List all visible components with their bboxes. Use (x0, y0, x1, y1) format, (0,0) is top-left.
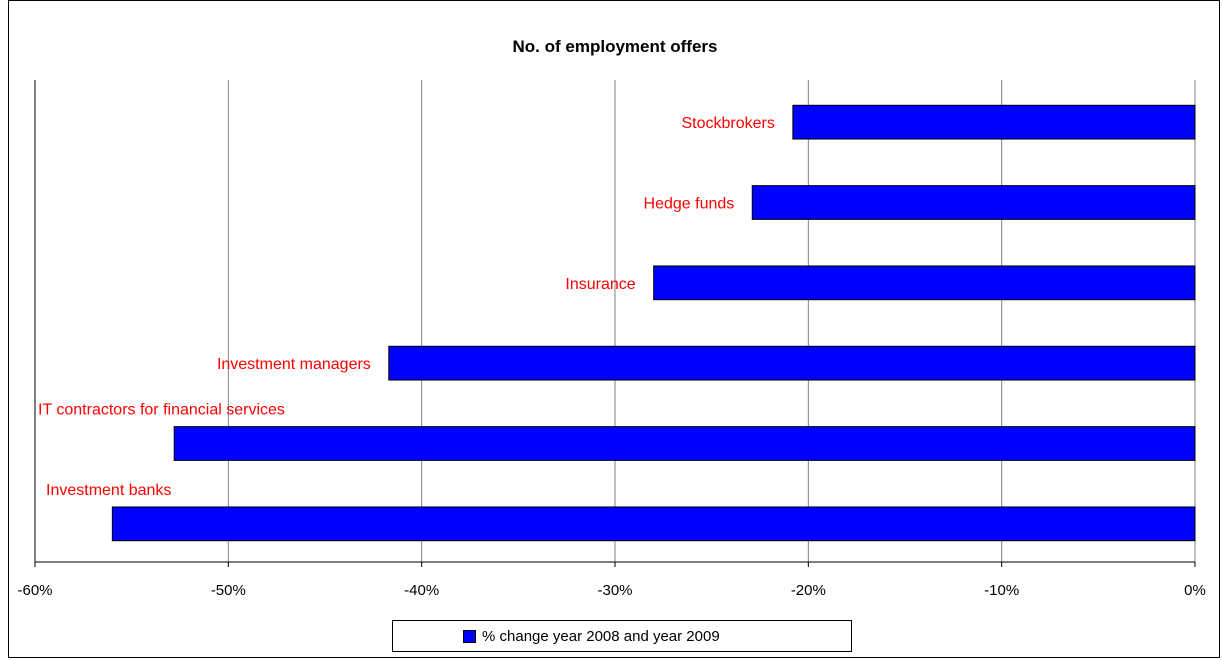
category-labels: Stockbrokers Hedge funds Insurance Investme… (38, 115, 775, 499)
x-tick-label: -20% (791, 582, 826, 599)
x-tick-label: -30% (597, 582, 632, 599)
chart-title: No. of employment offers (513, 37, 718, 56)
category-label: Investment managers (217, 356, 371, 373)
bar (388, 345, 1196, 381)
category-label: IT contractors for financial services (38, 402, 285, 419)
gridlines (227, 80, 1196, 562)
legend-swatch (463, 629, 476, 643)
bar (111, 506, 1196, 542)
bars (111, 104, 1196, 542)
category-label: Hedge funds (644, 196, 735, 213)
bar (792, 104, 1196, 140)
bar (653, 265, 1196, 301)
legend: % change year 2008 and year 2009 (392, 620, 852, 652)
x-tick-label: -50% (211, 582, 246, 599)
x-axis: -60% -50% -40% -30% -20% -10% 0% (17, 80, 1206, 599)
legend-label: % change year 2008 and year 2009 (482, 627, 720, 645)
x-tick-label: 0% (1184, 582, 1206, 599)
x-tick-label: -40% (404, 582, 439, 599)
bar (173, 426, 1196, 461)
x-tick-label: -10% (984, 582, 1019, 599)
bar (751, 185, 1196, 220)
category-label: Stockbrokers (681, 115, 774, 132)
category-label: Insurance (565, 276, 635, 293)
category-label: Investment banks (46, 482, 171, 499)
x-tick-label: -60% (17, 582, 52, 599)
